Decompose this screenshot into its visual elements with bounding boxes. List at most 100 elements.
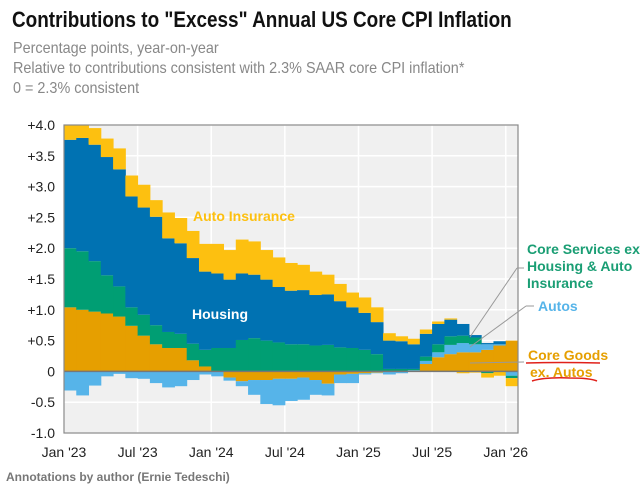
bar-auto-insurance-2023-03 <box>88 128 102 145</box>
bar-housing-2024-09 <box>309 295 323 346</box>
bar-autos-2024-04 <box>248 380 261 395</box>
bar-auto-insurance-2025-07 <box>432 321 445 324</box>
bar-autos-2023-04 <box>100 371 114 377</box>
bar-core-services-ex-housing-auto-insurance-2024-03 <box>235 339 249 372</box>
bar-auto-insurance-2024-02 <box>223 250 237 280</box>
bar-autos-2026-01 <box>505 371 519 376</box>
bar-core-services-ex-housing-auto-insurance-2024-10 <box>321 344 335 372</box>
bar-core-services-ex-housing-auto-insurance-2023-09 <box>162 331 175 348</box>
label-services-line3: Insurance <box>527 275 593 291</box>
bar-core-goods-ex-autos-2024-08 <box>297 371 310 378</box>
bar-housing-2023-05 <box>113 169 126 287</box>
bar-autos-2024-02 <box>223 377 237 381</box>
chart-subtitle-units: Percentage points, year-on-year <box>13 40 219 57</box>
bar-core-services-ex-housing-auto-insurance-2025-01 <box>358 349 372 372</box>
bar-auto-insurance-2025-04 <box>395 336 409 342</box>
y-tick-label: +1.0 <box>27 302 55 318</box>
bar-autos-2024-12 <box>346 373 359 384</box>
bar-housing-2023-01 <box>64 139 77 249</box>
y-tick-label: +0.5 <box>27 333 55 349</box>
bar-housing-2023-04 <box>100 157 114 276</box>
bar-core-goods-ex-autos-2023-11 <box>186 360 200 372</box>
bar-auto-insurance-2023-12 <box>198 243 212 272</box>
bar-auto-insurance-2024-08 <box>297 264 310 291</box>
bar-auto-insurance-2023-07 <box>137 184 151 208</box>
bar-auto-insurance-2025-05 <box>407 338 421 345</box>
bar-core-services-ex-housing-auto-insurance-2023-05 <box>113 286 126 317</box>
label-auto-insurance: Auto Insurance <box>193 208 295 224</box>
bar-core-services-ex-housing-auto-insurance-2024-11 <box>333 347 347 372</box>
red-underline-2 <box>531 377 598 382</box>
bar-housing-2024-02 <box>223 279 237 348</box>
bar-autos-2024-08 <box>297 377 310 400</box>
bar-core-services-ex-housing-auto-insurance-2025-02 <box>370 354 384 372</box>
bar-core-goods-ex-autos-2024-07 <box>284 371 298 379</box>
bar-auto-insurance-2024-11 <box>333 283 347 302</box>
bar-autos-2023-08 <box>149 371 163 384</box>
bar-core-services-ex-housing-auto-insurance-2023-10 <box>174 333 188 348</box>
bar-core-services-ex-housing-auto-insurance-2025-11 <box>481 371 494 374</box>
leader-autos <box>469 305 527 348</box>
bar-housing-2025-04 <box>395 341 409 369</box>
bar-core-services-ex-housing-auto-insurance-2024-12 <box>346 347 359 372</box>
bar-autos-2024-01 <box>211 371 225 377</box>
bar-core-services-ex-housing-auto-insurance-2023-08 <box>149 325 163 345</box>
bar-auto-insurance-2023-11 <box>186 230 200 259</box>
bar-autos-2025-06 <box>419 360 433 365</box>
bar-auto-insurance-2025-06 <box>419 329 433 334</box>
bar-core-goods-ex-autos-2025-08 <box>444 354 458 372</box>
bar-core-goods-ex-autos-2023-07 <box>137 335 151 372</box>
bar-core-goods-ex-autos-2024-09 <box>309 371 323 381</box>
y-tick-label: +2.0 <box>27 240 55 256</box>
bar-auto-insurance-2023-08 <box>149 200 163 217</box>
label-services-line1: Core Services ex. <box>527 241 640 257</box>
bar-core-services-ex-housing-auto-insurance-2023-12 <box>198 349 212 367</box>
bar-auto-insurance-2024-04 <box>248 241 261 275</box>
bar-core-services-ex-housing-auto-insurance-2024-08 <box>297 344 310 372</box>
bar-autos-2023-09 <box>162 371 175 388</box>
bar-autos-2024-06 <box>272 378 286 406</box>
bar-core-services-ex-housing-auto-insurance-2023-01 <box>64 248 77 308</box>
y-tick-label: -0.5 <box>31 394 55 410</box>
bar-autos-2025-12 <box>493 344 507 346</box>
bar-core-goods-ex-autos-2025-07 <box>432 357 445 372</box>
bar-housing-2023-07 <box>137 207 151 315</box>
bar-housing-2025-01 <box>358 312 372 350</box>
y-tick-label: +1.5 <box>27 271 55 287</box>
bar-core-goods-ex-autos-2023-08 <box>149 344 163 372</box>
bar-core-services-ex-housing-auto-insurance-2025-04 <box>395 368 409 372</box>
y-tick-label: -1.0 <box>31 425 55 441</box>
bar-auto-insurance-2024-06 <box>272 257 286 288</box>
x-tick-label: Jul '25 <box>412 444 452 460</box>
x-tick-label: Jan '25 <box>336 444 381 460</box>
plot-border <box>63 124 519 434</box>
bar-auto-insurance-2025-02 <box>370 307 384 323</box>
bar-core-services-ex-housing-auto-insurance-2023-06 <box>125 307 139 326</box>
bar-core-services-ex-housing-auto-insurance-2024-05 <box>260 340 274 372</box>
bar-core-services-ex-housing-auto-insurance-2024-04 <box>248 338 261 372</box>
bar-auto-insurance-2023-05 <box>113 148 126 170</box>
bar-housing-2024-11 <box>333 301 347 348</box>
x-tick-label: Jan '23 <box>42 444 87 460</box>
bar-housing-2024-04 <box>248 274 261 339</box>
y-tick-label: +3.5 <box>27 148 55 164</box>
bar-auto-insurance-2023-10 <box>174 218 188 244</box>
label-autos: Autos <box>538 298 578 314</box>
bar-core-services-ex-housing-auto-insurance-2024-06 <box>272 342 286 372</box>
bar-autos-2023-01 <box>64 371 77 391</box>
bar-core-goods-ex-autos-2023-10 <box>174 347 188 372</box>
bar-core-goods-ex-autos-2024-11 <box>333 371 347 375</box>
bar-core-goods-ex-autos-2025-10 <box>468 352 482 372</box>
bar-autos-2023-12 <box>198 371 212 375</box>
bar-autos-2024-09 <box>309 380 323 395</box>
bar-auto-insurance-2024-05 <box>260 250 274 280</box>
bar-core-services-ex-housing-auto-insurance-2023-03 <box>88 261 102 312</box>
bar-autos-2023-06 <box>125 371 139 379</box>
bar-housing-2023-12 <box>198 271 212 350</box>
bar-auto-insurance-2024-01 <box>211 243 225 274</box>
bar-housing-2024-03 <box>235 273 249 340</box>
bar-auto-insurance-2024-12 <box>346 292 359 308</box>
bar-auto-insurance-2025-08 <box>444 318 458 320</box>
bar-core-services-ex-housing-auto-insurance-2024-09 <box>309 345 323 372</box>
bar-core-services-ex-housing-auto-insurance-2025-06 <box>419 356 433 361</box>
